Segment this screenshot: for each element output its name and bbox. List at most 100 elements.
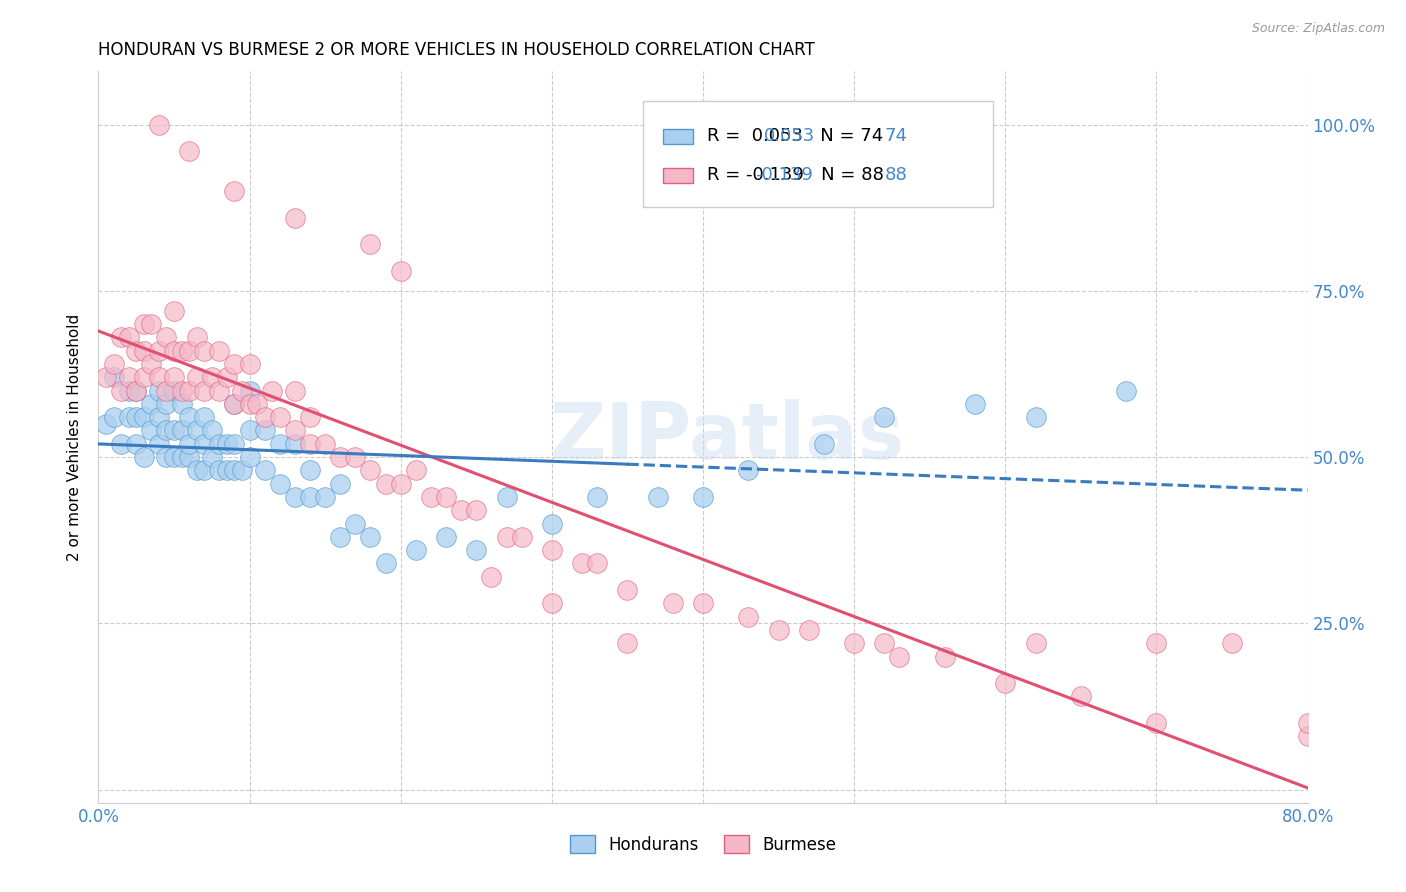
- Point: [224, 397, 246, 411]
- Point: [540, 543, 562, 558]
- Point: [374, 476, 396, 491]
- Point: [201, 450, 224, 464]
- Point: [186, 370, 208, 384]
- Point: [329, 530, 352, 544]
- Legend: Hondurans, Burmese: Hondurans, Burmese: [564, 829, 842, 860]
- Point: [155, 424, 177, 438]
- Text: R =  0.053   N = 74: R = 0.053 N = 74: [707, 128, 883, 145]
- Point: [262, 384, 284, 398]
- Point: [163, 343, 186, 358]
- Point: [284, 424, 307, 438]
- Point: [1024, 636, 1046, 650]
- Point: [193, 384, 215, 398]
- Point: [510, 530, 533, 544]
- Text: 0.053: 0.053: [763, 128, 814, 145]
- Point: [284, 436, 307, 450]
- Point: [495, 530, 517, 544]
- Point: [141, 424, 163, 438]
- Point: [179, 450, 201, 464]
- Point: [103, 410, 125, 425]
- Point: [616, 582, 638, 597]
- Point: [231, 384, 253, 398]
- Point: [208, 343, 231, 358]
- Point: [737, 463, 759, 477]
- Point: [1296, 729, 1319, 743]
- Point: [647, 490, 669, 504]
- Point: [224, 463, 246, 477]
- Point: [224, 184, 246, 198]
- Point: [141, 317, 163, 331]
- Point: [94, 417, 117, 431]
- Point: [132, 410, 155, 425]
- Point: [314, 490, 336, 504]
- Point: [193, 410, 215, 425]
- Point: [797, 623, 820, 637]
- Point: [616, 636, 638, 650]
- Point: [179, 144, 201, 158]
- Point: [405, 463, 427, 477]
- Point: [239, 450, 262, 464]
- Point: [163, 370, 186, 384]
- Point: [118, 410, 141, 425]
- Point: [132, 317, 155, 331]
- Point: [873, 636, 896, 650]
- Point: [141, 357, 163, 371]
- Point: [1070, 690, 1092, 704]
- Point: [163, 303, 186, 318]
- Point: [208, 384, 231, 398]
- Point: [186, 424, 208, 438]
- Point: [239, 384, 262, 398]
- Point: [110, 436, 132, 450]
- Point: [125, 343, 148, 358]
- Point: [1220, 636, 1243, 650]
- Point: [193, 436, 215, 450]
- Point: [224, 436, 246, 450]
- Point: [284, 384, 307, 398]
- Point: [170, 397, 193, 411]
- Point: [170, 343, 193, 358]
- Point: [314, 436, 336, 450]
- Point: [344, 450, 367, 464]
- Point: [284, 211, 307, 225]
- Point: [737, 609, 759, 624]
- Point: [495, 490, 517, 504]
- Point: [965, 397, 987, 411]
- Point: [141, 397, 163, 411]
- Point: [170, 450, 193, 464]
- Point: [344, 516, 367, 531]
- Point: [360, 463, 382, 477]
- Point: [215, 370, 238, 384]
- Point: [193, 463, 215, 477]
- Point: [94, 370, 117, 384]
- Point: [299, 463, 322, 477]
- Point: [148, 410, 170, 425]
- Point: [239, 397, 262, 411]
- Point: [844, 636, 866, 650]
- Point: [110, 330, 132, 344]
- Point: [284, 490, 307, 504]
- Point: [103, 370, 125, 384]
- Point: [179, 410, 201, 425]
- Point: [155, 330, 177, 344]
- Point: [360, 530, 382, 544]
- Point: [179, 384, 201, 398]
- Point: [465, 503, 488, 517]
- Point: [224, 357, 246, 371]
- Point: [389, 476, 412, 491]
- Point: [360, 237, 382, 252]
- Point: [132, 343, 155, 358]
- Point: [125, 384, 148, 398]
- Point: [155, 384, 177, 398]
- Y-axis label: 2 or more Vehicles in Household: 2 or more Vehicles in Household: [67, 313, 83, 561]
- Point: [125, 436, 148, 450]
- Point: [269, 476, 291, 491]
- Point: [299, 436, 322, 450]
- Point: [179, 343, 201, 358]
- Point: [231, 463, 253, 477]
- Point: [148, 370, 170, 384]
- Point: [193, 343, 215, 358]
- Point: [253, 410, 276, 425]
- Point: [434, 490, 457, 504]
- Point: [1144, 636, 1167, 650]
- Point: [692, 490, 714, 504]
